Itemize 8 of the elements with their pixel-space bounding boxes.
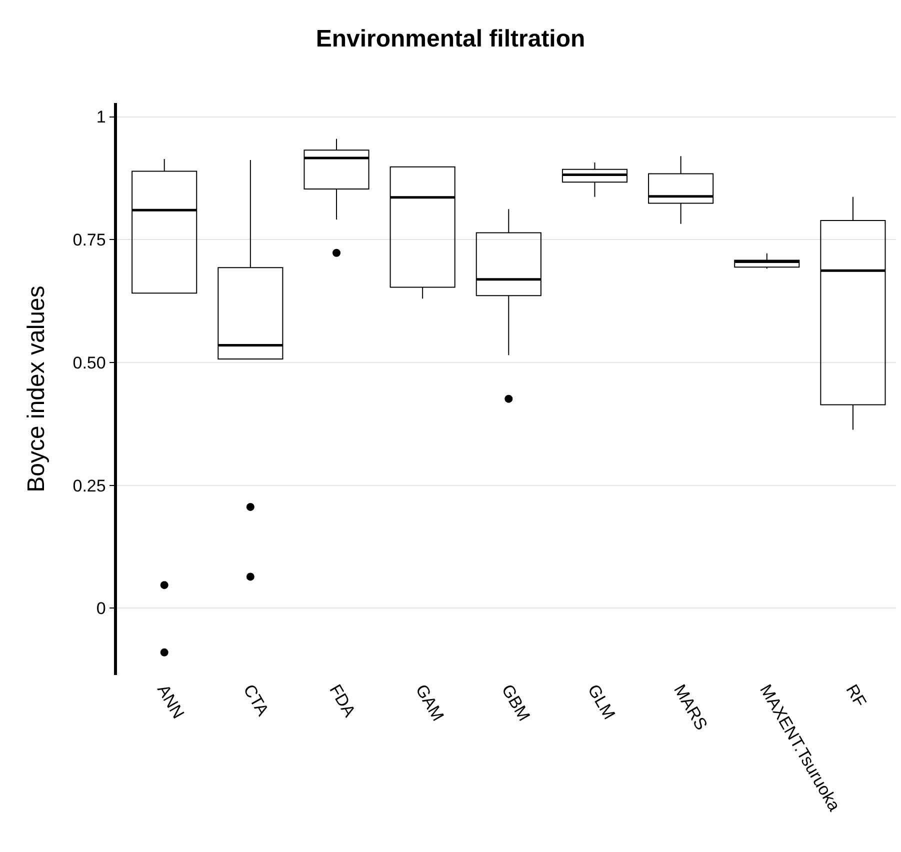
y-tick-label: 0 [96,599,106,618]
y-tick-label: 0.25 [72,476,106,496]
x-tick-label: RF [842,681,870,710]
y-axis-title: Boyce index values [22,286,50,492]
chart-title: Environmental filtration [316,26,586,53]
y-tick-label: 0.75 [72,230,106,250]
y-tick-label: 1 [96,108,106,127]
y-tick-label: 0.50 [72,353,106,372]
